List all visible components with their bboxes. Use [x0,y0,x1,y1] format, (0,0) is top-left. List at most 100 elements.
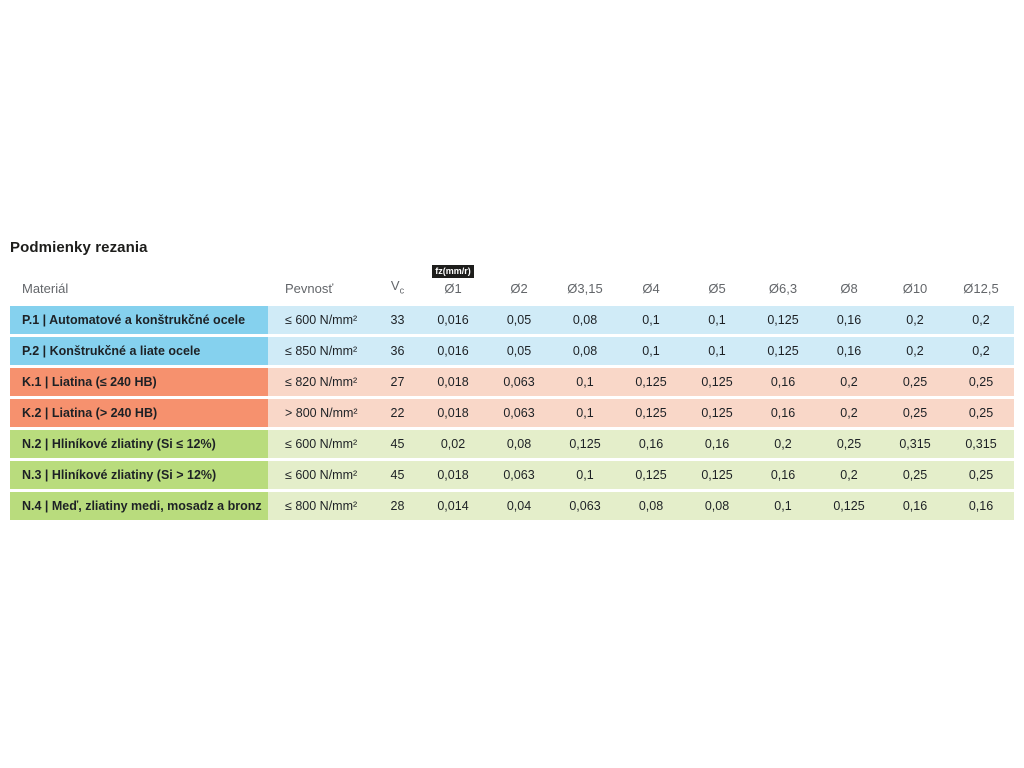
diameter-label: Ø2 [510,281,528,296]
fz-value-cell: 0,1 [552,461,618,489]
diameter-label: Ø8 [840,281,858,296]
vc-cell: 27 [375,368,420,396]
material-cell: K.2 | Liatina (> 240 HB) [10,399,268,427]
fz-value-cell: 0,2 [948,337,1014,365]
table-body: P.1 | Automatové a konštrukčné ocele ≤ 60… [10,306,1014,520]
diameter-label: Ø5 [708,281,726,296]
fz-value-cell: 0,1 [750,492,816,520]
fz-value-cell: 0,1 [684,337,750,365]
vc-cell: 28 [375,492,420,520]
fz-value-cell: 0,05 [486,306,552,334]
vc-subscript: c [399,286,405,296]
fz-value-cell: 0,16 [750,461,816,489]
column-header-material: Materiál [22,281,69,296]
fz-value-cell: 0,125 [618,368,684,396]
table-row: N.2 | Hliníkové zliatiny (Si ≤ 12%) ≤ 600… [10,430,1014,458]
fz-value-cell: 0,16 [816,337,882,365]
diameter-label: Ø6,3 [768,281,798,296]
material-cell: N.3 | Hliníkové zliatiny (Si > 12%) [10,461,268,489]
fz-value-cell: 0,25 [948,399,1014,427]
fz-value-cell: 0,25 [948,368,1014,396]
fz-value-cell: 0,125 [750,306,816,334]
fz-value-cell: 0,2 [816,461,882,489]
fz-value-cell: 0,125 [618,399,684,427]
column-header-strength: Pevnosť [285,281,334,296]
table-row: K.2 | Liatina (> 240 HB) > 800 N/mm² 22 0,0… [10,399,1014,427]
table-row: P.1 | Automatové a konštrukčné ocele ≤ 60… [10,306,1014,334]
fz-value-cell: 0,25 [882,461,948,489]
fz-value-cell: 0,16 [882,492,948,520]
fz-value-cell: 0,08 [684,492,750,520]
fz-value-cell: 0,1 [684,306,750,334]
strength-cell: > 800 N/mm² [268,399,375,427]
fz-value-cell: 0,063 [486,368,552,396]
diameter-label: Ø4 [642,281,660,296]
table-row: K.1 | Liatina (≤ 240 HB) ≤ 820 N/mm² 27 0,0… [10,368,1014,396]
strength-cell: ≤ 600 N/mm² [268,461,375,489]
material-cell: N.4 | Meď, zliatiny medi, mosadz a bronz [10,492,268,520]
material-cell: N.2 | Hliníkové zliatiny (Si ≤ 12%) [10,430,268,458]
fz-value-cell: 0,08 [552,306,618,334]
material-cell: P.2 | Konštrukčné a liate ocele [10,337,268,365]
column-header-diameter: Ø2 [486,261,552,303]
strength-cell: ≤ 850 N/mm² [268,337,375,365]
vc-cell: 22 [375,399,420,427]
cutting-conditions-table: Materiál Pevnosť Vc fz(mm/r) Ø1 Ø2 Ø3,15 Ø4 Ø… [10,258,1014,523]
fz-value-cell: 0,2 [948,306,1014,334]
column-header-diameter: Ø5 [684,261,750,303]
vc-cell: 36 [375,337,420,365]
fz-value-cell: 0,125 [684,461,750,489]
fz-value-cell: 0,25 [882,368,948,396]
strength-cell: ≤ 820 N/mm² [268,368,375,396]
fz-value-cell: 0,018 [420,461,486,489]
column-header-diameter: Ø3,15 [552,261,618,303]
fz-value-cell: 0,25 [816,430,882,458]
fz-value-cell: 0,125 [684,368,750,396]
diameter-label: Ø12,5 [963,281,999,296]
column-header-diameter: Ø8 [816,261,882,303]
fz-value-cell: 0,125 [816,492,882,520]
fz-value-cell: 0,1 [552,368,618,396]
fz-value-cell: 0,08 [618,492,684,520]
fz-value-cell: 0,125 [684,399,750,427]
table-row: N.4 | Meď, zliatiny medi, mosadz a bronz… [10,492,1014,520]
fz-value-cell: 0,16 [684,430,750,458]
fz-value-cell: 0,16 [750,368,816,396]
vc-cell: 45 [375,430,420,458]
fz-value-cell: 0,04 [486,492,552,520]
fz-value-cell: 0,2 [816,399,882,427]
fz-value-cell: 0,2 [882,306,948,334]
fz-value-cell: 0,16 [816,306,882,334]
fz-value-cell: 0,16 [948,492,1014,520]
fz-value-cell: 0,315 [948,430,1014,458]
fz-value-cell: 0,2 [816,368,882,396]
fz-value-cell: 0,018 [420,368,486,396]
fz-value-cell: 0,2 [882,337,948,365]
table-row: P.2 | Konštrukčné a liate ocele ≤ 850 N/m… [10,337,1014,365]
fz-value-cell: 0,02 [420,430,486,458]
fz-value-cell: 0,25 [948,461,1014,489]
fz-unit-badge: fz(mm/r) [432,265,474,278]
material-cell: K.1 | Liatina (≤ 240 HB) [10,368,268,396]
strength-cell: ≤ 800 N/mm² [268,492,375,520]
fz-value-cell: 0,1 [552,399,618,427]
fz-value-cell: 0,1 [618,306,684,334]
fz-value-cell: 0,08 [486,430,552,458]
fz-value-cell: 0,25 [882,399,948,427]
fz-value-cell: 0,16 [618,430,684,458]
table-header-row: Materiál Pevnosť Vc fz(mm/r) Ø1 Ø2 Ø3,15 Ø4 Ø… [10,261,1014,303]
fz-value-cell: 0,2 [750,430,816,458]
fz-value-cell: 0,063 [552,492,618,520]
fz-value-cell: 0,16 [750,399,816,427]
strength-cell: ≤ 600 N/mm² [268,306,375,334]
fz-value-cell: 0,125 [618,461,684,489]
vc-cell: 33 [375,306,420,334]
diameter-label: Ø3,15 [567,281,603,296]
column-header-diameter: Ø4 [618,261,684,303]
diameter-label: Ø10 [902,281,928,296]
fz-value-cell: 0,08 [552,337,618,365]
vc-cell: 45 [375,461,420,489]
vc-label: V [390,278,400,294]
material-cell: P.1 | Automatové a konštrukčné ocele [10,306,268,334]
